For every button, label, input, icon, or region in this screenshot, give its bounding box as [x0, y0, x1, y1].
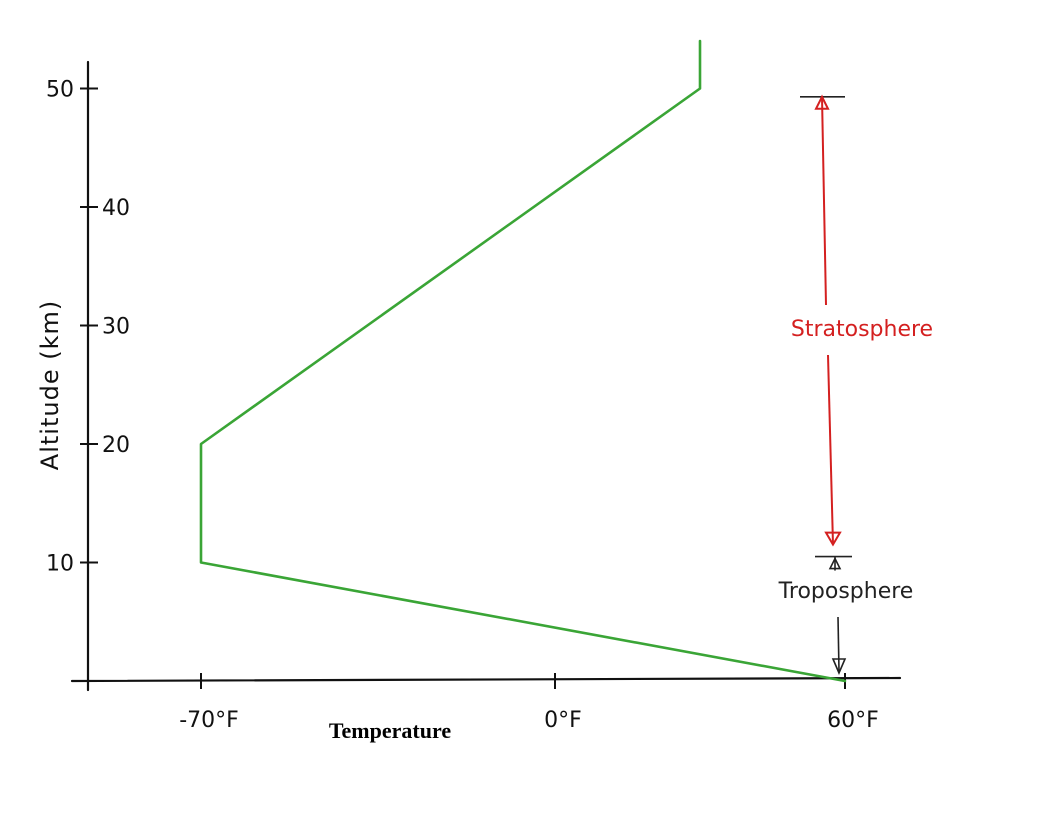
- y-tick-label: 10: [46, 552, 74, 577]
- troposphere-arrow-shaft: [837, 616, 840, 672]
- y-tick-label: 50: [46, 78, 74, 103]
- x-axis-label: Temperature: [329, 718, 451, 743]
- stratosphere-arrowhead-up: [814, 94, 830, 110]
- y-tick-label: 30: [102, 315, 130, 340]
- troposphere-arrowhead-up: [828, 556, 842, 570]
- stratosphere-arrow-upper: [821, 96, 827, 306]
- x-tick-label: 60°F: [827, 708, 879, 733]
- troposphere-arrowhead-down: [831, 658, 847, 676]
- y-tick-label: 20: [102, 433, 130, 458]
- annotations-layer: Stratosphere Troposphere: [778, 94, 933, 676]
- x-ticks: -70°F 0°F 60°F: [179, 673, 879, 733]
- axes: [70, 60, 902, 692]
- troposphere-label: Troposphere: [778, 579, 914, 604]
- stratosphere-arrowhead-down: [824, 531, 842, 547]
- x-axis-line: [70, 676, 902, 683]
- y-axis-label: Altitude (km): [36, 300, 64, 470]
- series-layer: [199, 39, 847, 683]
- x-tick-label: -70°F: [179, 708, 239, 733]
- stratosphere-label: Stratosphere: [791, 317, 933, 342]
- temperature-profile-line: [199, 39, 847, 683]
- y-tick-label: 40: [102, 196, 130, 221]
- stratosphere-arrow-lower: [827, 354, 834, 545]
- x-tick-label: 0°F: [544, 708, 582, 733]
- y-ticks: 10 20 30 40 50: [46, 78, 130, 577]
